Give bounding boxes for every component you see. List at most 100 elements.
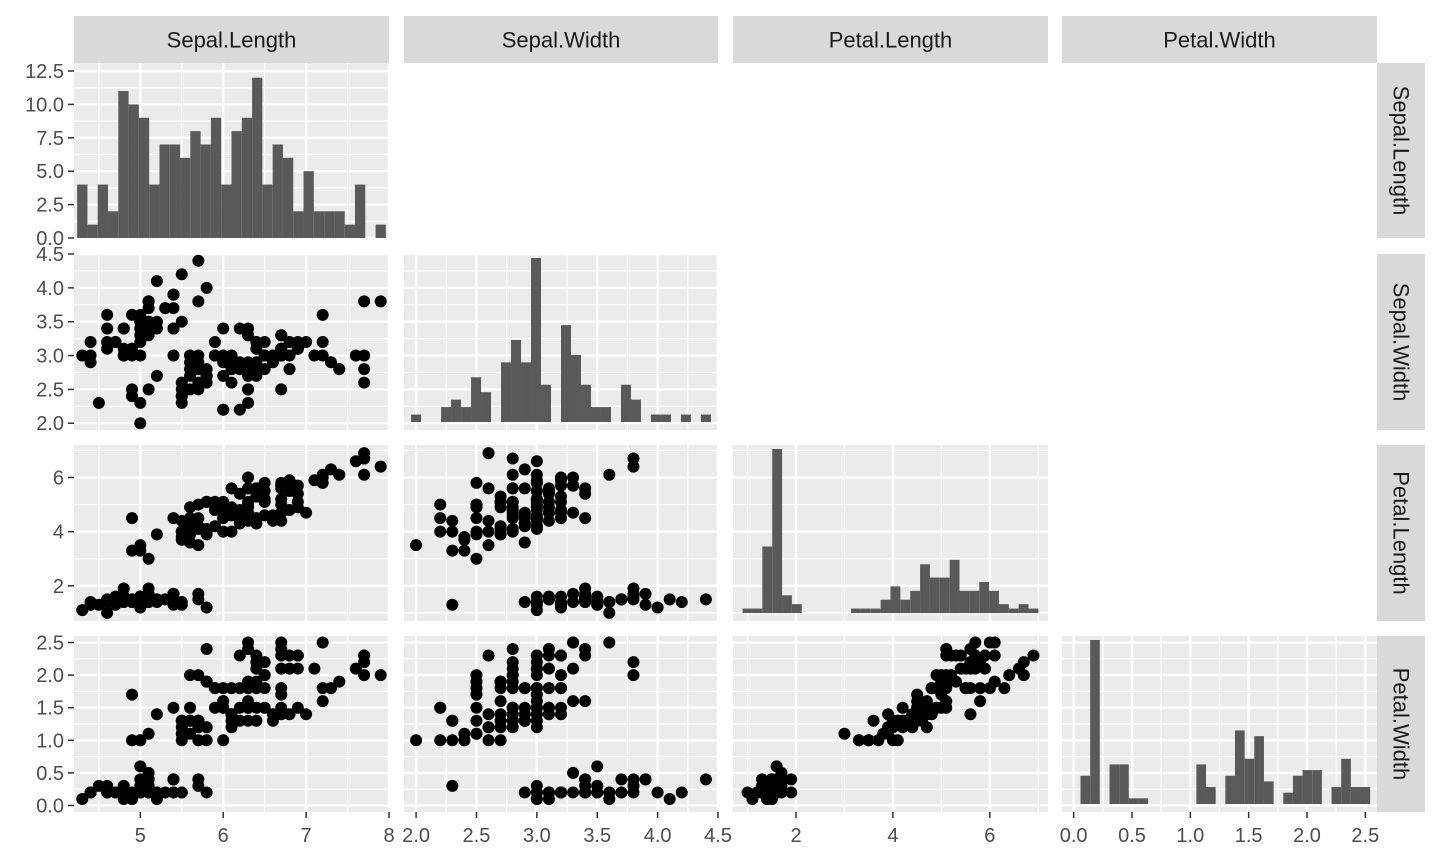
scatter-point: [192, 779, 205, 792]
histogram-bar: [481, 392, 492, 422]
scatter-point: [458, 533, 471, 546]
histogram-bar: [969, 590, 980, 613]
scatter-point: [446, 544, 459, 557]
scatter-point: [275, 383, 288, 396]
scatter-point: [518, 701, 531, 714]
scatter-point: [920, 721, 933, 734]
histogram-bar: [169, 144, 181, 238]
scatter-point: [101, 786, 114, 799]
histogram-bar: [128, 104, 139, 238]
histogram-bar: [580, 384, 591, 422]
scatter-point: [470, 701, 483, 714]
histogram-bar: [900, 599, 911, 613]
scatter-point: [200, 495, 213, 508]
scatter-point: [167, 302, 180, 315]
histogram-bar: [411, 414, 422, 422]
y-axis-tick-label: 2.5: [36, 633, 64, 655]
scatter-point: [142, 773, 155, 786]
x-axis-tick-label: 0.5: [1118, 825, 1146, 847]
scatter-point: [84, 336, 97, 348]
scatter-point: [184, 363, 197, 376]
scatter-point: [150, 792, 163, 805]
scatter-point: [167, 322, 180, 335]
histogram-bar: [752, 608, 763, 613]
scatter-point: [200, 643, 213, 656]
histogram-bar: [190, 131, 201, 238]
scatter-point: [275, 506, 288, 519]
scatter-point: [916, 708, 928, 721]
histogram-bar: [344, 224, 355, 238]
scatter-point: [316, 308, 329, 321]
scatter-point: [258, 493, 271, 506]
scatter-point: [101, 308, 114, 321]
scatter-point: [250, 342, 263, 355]
scatter-point: [159, 786, 172, 799]
scatter-point: [555, 474, 567, 487]
scatter-point: [506, 468, 519, 481]
histogram-bar: [1008, 608, 1019, 613]
histogram-bar: [1341, 758, 1351, 804]
scatter-point: [518, 463, 531, 476]
scatter-point: [627, 656, 640, 669]
scatter-point: [530, 495, 543, 508]
scatter-point: [275, 636, 288, 649]
x-axis-tick-label: 3.0: [523, 825, 551, 847]
row-strip-label-sepal-length: Sepal.Length: [1389, 86, 1414, 216]
histogram-bar: [762, 546, 773, 613]
scatter-point: [567, 662, 580, 675]
scatter-point: [530, 520, 543, 533]
scatter-point: [555, 649, 567, 662]
panel-petal-width-vs-sepal-width: [404, 636, 720, 812]
scatter-point: [217, 322, 230, 335]
histogram-bar: [324, 211, 335, 238]
scatter-point: [867, 714, 880, 727]
scatter-point: [250, 485, 263, 498]
scatter-point: [134, 349, 147, 362]
scatter-point: [316, 695, 329, 708]
scatter-point: [109, 786, 122, 799]
scatter-point: [134, 396, 147, 409]
scatter-point: [159, 593, 172, 606]
scatter-point: [316, 349, 329, 362]
y-axis-tick-label: 2.0: [36, 413, 64, 435]
scatter-point: [470, 552, 483, 565]
scatter-point: [410, 539, 423, 552]
y-axis-tick-label: 1.5: [36, 698, 64, 720]
scatter-point: [579, 487, 592, 500]
scatter-point: [506, 656, 519, 669]
scatter-point: [410, 734, 423, 747]
scatter-point: [964, 708, 977, 721]
scatter-point: [349, 662, 362, 675]
scatter-point: [940, 701, 953, 714]
scatter-point: [101, 322, 114, 335]
scatter-point: [225, 363, 238, 376]
x-axis-tick-label: 2: [790, 825, 801, 847]
scatter-point: [945, 649, 958, 662]
histogram-bar: [959, 590, 970, 613]
scatter-point: [470, 714, 483, 727]
scatter-point: [518, 536, 531, 549]
scatter-point: [184, 501, 197, 514]
histogram-bar: [989, 590, 999, 613]
histogram-bar: [870, 608, 881, 613]
histogram-bar: [241, 117, 253, 238]
scatter-point: [324, 682, 337, 695]
scatter-point: [242, 363, 255, 376]
scatter-point: [126, 688, 139, 701]
scatter-point: [217, 734, 230, 747]
scatter-point: [494, 695, 507, 708]
scatter-point: [482, 734, 495, 747]
scatter-point: [134, 734, 147, 747]
scatter-point: [1003, 669, 1016, 682]
scatter-point: [208, 349, 221, 362]
scatter-point: [506, 714, 519, 727]
histogram-bar: [451, 399, 462, 422]
scatter-point: [250, 714, 263, 727]
scatter-point: [603, 468, 616, 481]
scatter-point: [896, 701, 909, 714]
scatter-point: [872, 734, 885, 747]
scatter-point: [283, 708, 296, 721]
scatter-point: [242, 498, 255, 511]
scatter-point: [542, 649, 555, 662]
scatter-point: [741, 786, 754, 799]
